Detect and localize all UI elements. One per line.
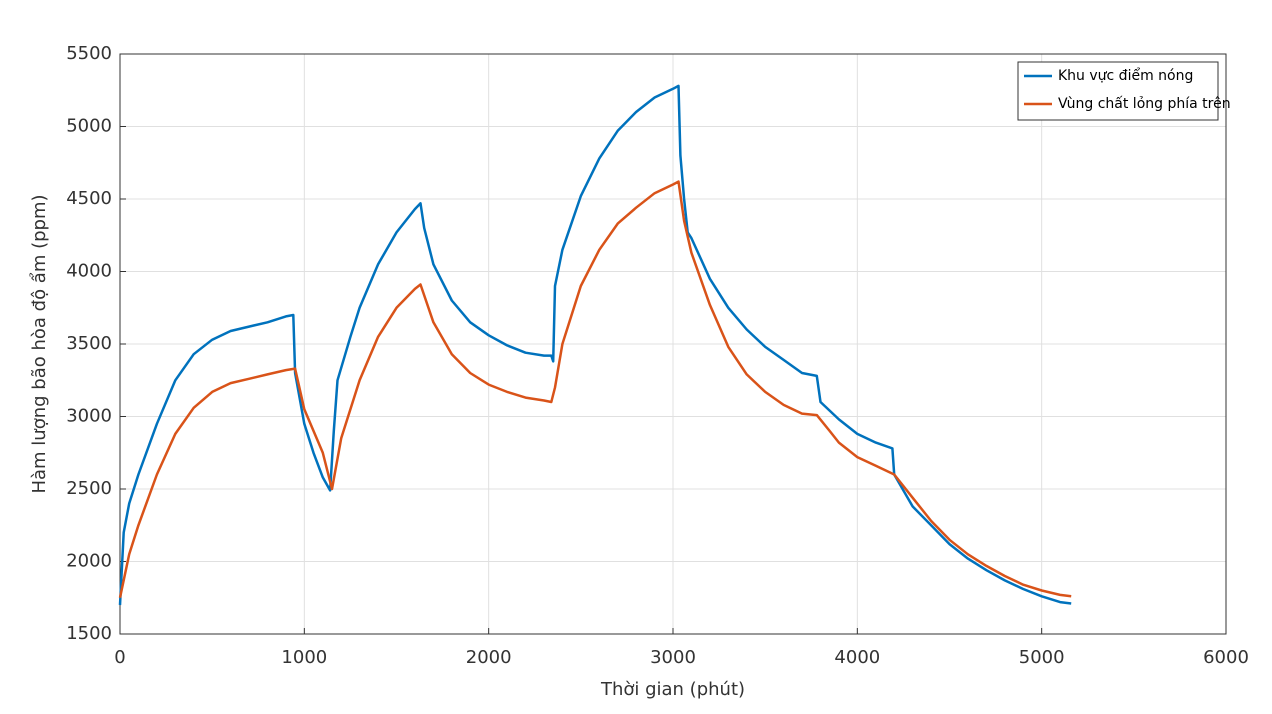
y-tick-label: 3000 [66, 406, 112, 427]
legend-label: Khu vực điểm nóng [1058, 67, 1193, 84]
x-tick-label: 1000 [281, 647, 327, 668]
y-tick-label: 2000 [66, 551, 112, 572]
y-tick-label: 1500 [66, 623, 112, 644]
x-tick-label: 2000 [466, 647, 512, 668]
x-tick-label: 3000 [650, 647, 696, 668]
x-tick-label: 0 [114, 647, 125, 668]
y-tick-label: 5500 [66, 43, 112, 64]
plot-frame [119, 53, 1227, 635]
x-tick-label: 4000 [834, 647, 880, 668]
x-tick-label: 6000 [1203, 647, 1249, 668]
y-tick-label: 4500 [66, 188, 112, 209]
x-tick-label: 5000 [1019, 647, 1065, 668]
legend-box [1017, 61, 1219, 121]
x-axis-label: Thời gian (phút) [600, 679, 745, 700]
y-tick-label: 5000 [66, 116, 112, 137]
y-tick-label: 3500 [66, 333, 112, 354]
y-tick-label: 2500 [66, 478, 112, 499]
legend-label: Vùng chất lỏng phía trên [1058, 96, 1231, 112]
y-tick-label: 4000 [66, 261, 112, 282]
y-axis-label: Hàm lượng bão hòa độ ẩm (ppm) [29, 194, 50, 493]
line-series [118, 180, 1072, 599]
line-series [118, 84, 1072, 606]
